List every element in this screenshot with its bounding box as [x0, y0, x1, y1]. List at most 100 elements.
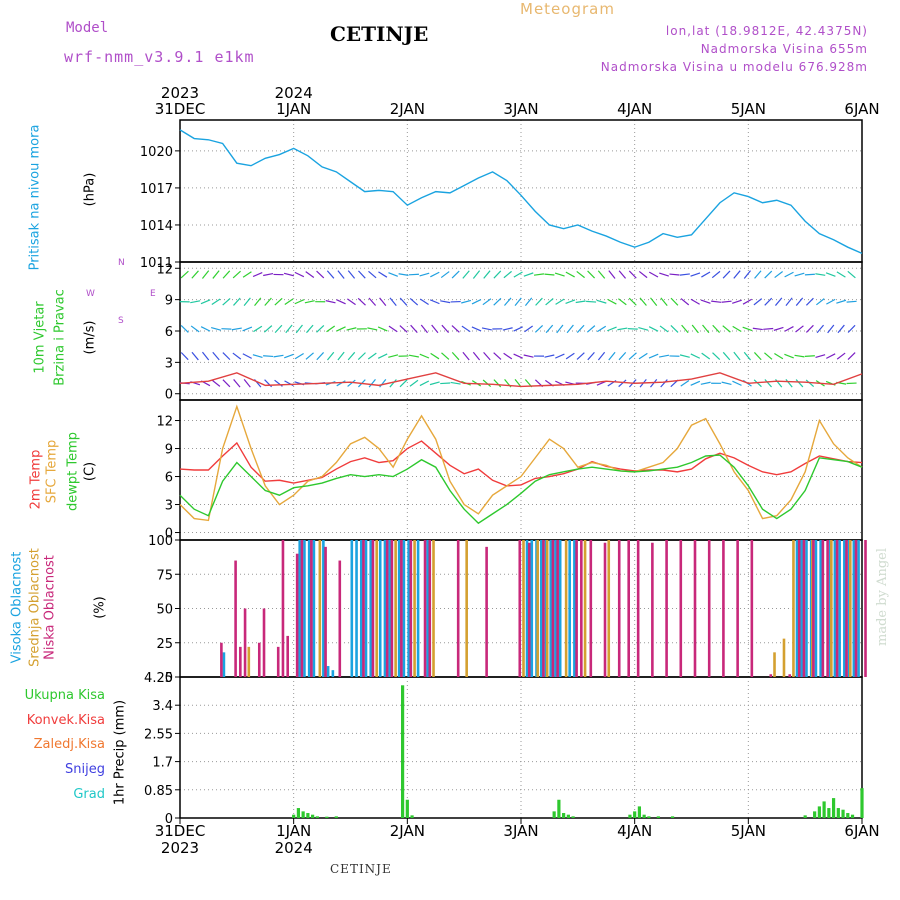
wind-arrow: [815, 354, 826, 359]
wind-arrow: [826, 298, 836, 305]
wind-arrow: [847, 324, 856, 333]
wind-arrow: [190, 300, 201, 304]
high-cloud-bar: [397, 540, 401, 677]
wind-arrow: [660, 297, 668, 306]
high-cloud-bar: [843, 540, 846, 677]
wind-arrow: [618, 379, 627, 388]
y-tick-label: 50: [156, 603, 173, 618]
wind-arrow: [754, 270, 762, 279]
high-cloud-bar: [833, 540, 837, 677]
wind-arrow: [794, 272, 805, 277]
high-cloud-bar: [805, 540, 808, 677]
mid-cloud-bar: [830, 540, 833, 677]
top-day-label: 4JAN: [617, 100, 652, 118]
high-cloud-bar: [298, 540, 302, 677]
wind-arrow: [399, 379, 408, 388]
wind-arrow: [346, 327, 357, 331]
wind-arrow: [180, 352, 189, 361]
wind-arrow: [701, 271, 711, 278]
high-cloud-bar: [554, 540, 557, 677]
wind-arrow: [618, 270, 627, 279]
wind-arrow: [659, 354, 670, 358]
wind-arrow: [597, 351, 606, 361]
wind-arrow: [326, 351, 335, 361]
wind-arrow: [337, 270, 345, 279]
wind-arrow: [481, 327, 492, 331]
high-cloud-bar: [530, 540, 534, 677]
wind-arrow: [408, 273, 419, 276]
wind-arrow: [377, 326, 388, 332]
high-cloud-bar: [364, 540, 368, 677]
wind-arrow: [628, 352, 637, 360]
low-cloud-bar: [835, 540, 839, 677]
wind-arrow: [534, 325, 544, 333]
wind-arrow: [846, 300, 857, 303]
low-cloud-bar: [797, 540, 801, 677]
lonlat-text: lon,lat (18.9812E, 42.4375N): [665, 24, 868, 38]
precip-bar: [836, 808, 840, 818]
precip-bar: [817, 806, 821, 818]
wind-arrow: [627, 328, 638, 330]
model-elevation-text: Nadmorska Visina u modelu 676.928m: [600, 60, 868, 74]
wind-arrow: [670, 297, 679, 306]
wind-arrow: [794, 354, 805, 358]
wind-arrow: [795, 379, 804, 388]
wind-arrow: [784, 271, 794, 278]
low-cloud-bar: [542, 540, 545, 677]
wind-arrow: [388, 325, 398, 333]
wind-arrow: [722, 270, 731, 279]
wind-arrow: [659, 325, 669, 333]
low-cloud-bar: [551, 540, 555, 677]
high-cloud-bar: [814, 540, 818, 677]
high-cloud-bar: [800, 540, 804, 677]
precip-bar: [301, 811, 305, 818]
wind-arrow: [773, 326, 784, 331]
wind-arrow: [608, 270, 616, 279]
y-tick-label: 9: [165, 443, 173, 458]
wind-arrow: [566, 324, 574, 334]
wind-arrow: [483, 270, 491, 279]
wind-arrow: [388, 354, 399, 358]
high-cloud-bar: [222, 652, 226, 677]
wind-arrow: [679, 273, 690, 276]
bottom-day-label: 6JAN: [844, 822, 879, 840]
wind-arrow: [399, 325, 408, 333]
mid-cloud-bar: [522, 540, 525, 677]
wind-arrow: [836, 352, 846, 360]
wind-arrow: [732, 325, 742, 332]
wind-arrow: [263, 272, 274, 277]
precip-bar: [552, 811, 556, 818]
wind-arrow: [232, 270, 241, 279]
low-cloud-bar: [722, 540, 725, 677]
mid-cloud-bar: [394, 540, 397, 677]
wind-arrow: [535, 297, 543, 306]
temp-line-2: [179, 454, 863, 525]
wind-arrow: [805, 297, 814, 306]
wind-arrow: [596, 299, 607, 304]
wind-arrow: [679, 354, 690, 358]
wind-arrow: [733, 270, 741, 279]
precip-bar: [325, 816, 329, 818]
wind-arrow: [545, 324, 554, 334]
wind-arrow: [586, 325, 596, 333]
wind-arrow: [295, 324, 303, 334]
wind-arrow: [681, 324, 689, 334]
high-cloud-bar: [857, 540, 860, 677]
wind-arrow: [752, 327, 763, 331]
wind-arrow: [378, 271, 388, 278]
temp-line-0: [179, 440, 863, 487]
wind-arrow: [471, 326, 482, 332]
low-cloud-bar: [409, 540, 413, 677]
legend-conv: Konvek.Kisa: [26, 713, 105, 728]
wind-arrow: [721, 381, 732, 385]
wind-arrow: [211, 327, 221, 331]
low-cloud-bar: [286, 635, 289, 677]
wind-arrow: [274, 297, 283, 306]
high-cloud-bar: [568, 540, 571, 677]
wind-arrow: [180, 270, 189, 279]
wind-arrow: [336, 299, 346, 305]
wind-arrow: [294, 299, 305, 305]
precip-bar: [405, 799, 409, 818]
wind-arrow: [608, 351, 616, 361]
precip-bar: [637, 806, 642, 818]
